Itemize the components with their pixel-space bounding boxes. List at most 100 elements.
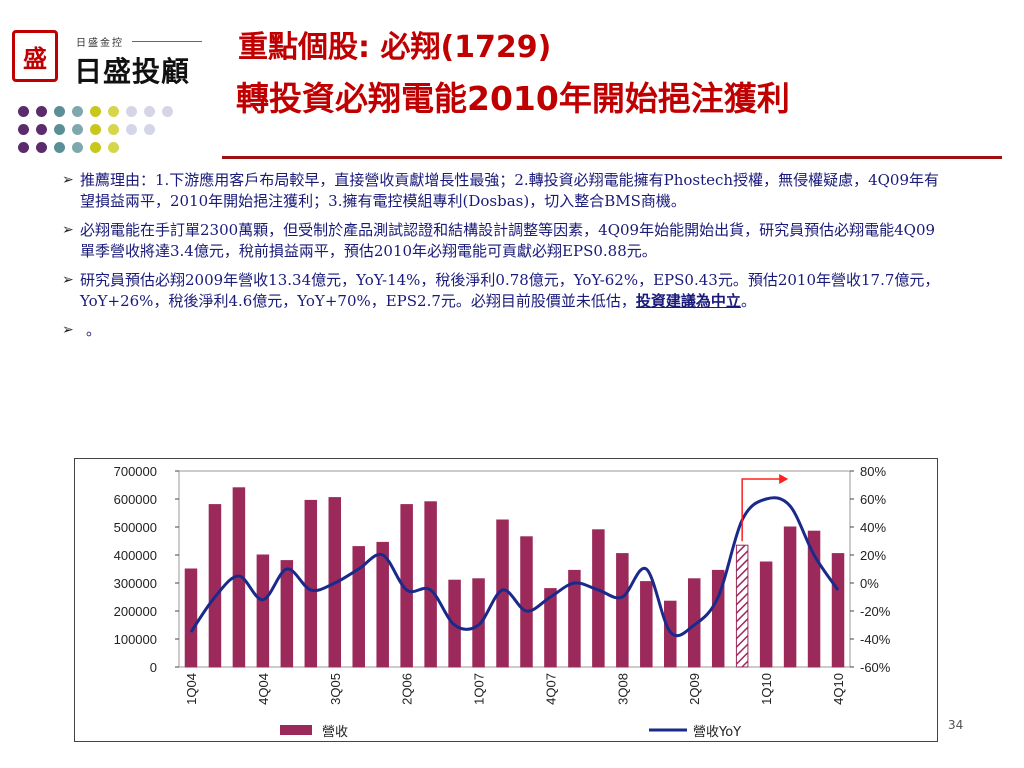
decor-dot [36, 106, 47, 117]
right-axis-tick-label: 60% [860, 492, 886, 507]
decor-dot [90, 106, 101, 117]
decor-dot [18, 142, 29, 153]
investment-rating: 投資建議為中立 [635, 292, 741, 310]
x-axis-tick-label: 1Q10 [759, 673, 774, 705]
revenue-bar [472, 578, 485, 668]
title-divider [222, 156, 1002, 159]
revenue-bar [783, 526, 797, 668]
bullet-item: ➢ 必翔電能在手訂單2300萬顆，但受制於產品測試認證和結構設計調整等因素，4Q… [62, 220, 946, 262]
revenue-bar [424, 501, 437, 668]
bullet-text: 研究員預估必翔2009年營收13.34億元，YoY-14%，稅後淨利0.78億元… [80, 271, 940, 310]
bullet-arrow-icon: ➢ [62, 172, 74, 188]
right-axis-tick-label: 80% [860, 464, 886, 479]
decor-dot [72, 142, 83, 153]
x-axis-tick-label: 1Q04 [184, 673, 199, 705]
bullet-list: ➢ 推薦理由：1.下游應用客戶布局較早，直接營收貢獻增長性最強；2.轉投資必翔電… [62, 170, 946, 349]
decor-dot [108, 124, 119, 135]
logo-mark: 盛 [12, 30, 58, 82]
decor-dot [72, 124, 83, 135]
page-title: 重點個股: 必翔(1729) [238, 30, 552, 65]
bullet-text-end: 。 [740, 292, 756, 310]
logo-mark-char: 盛 [23, 44, 47, 73]
decor-dot [108, 142, 119, 153]
logo-big-text: 日盛投顧 [74, 55, 191, 88]
revenue-bar [208, 504, 222, 668]
right-axis-tick-label: -60% [860, 660, 891, 675]
decor-dot [108, 106, 119, 117]
yoy-line [189, 496, 840, 638]
x-axis-tick-label: 3Q05 [328, 673, 343, 705]
decor-dot [18, 124, 29, 135]
decor-dot [18, 106, 29, 117]
x-axis-tick-label: 1Q07 [472, 673, 487, 705]
revenue-bar [592, 529, 605, 668]
revenue-bar [544, 588, 557, 668]
decor-dot [90, 142, 101, 153]
x-axis-tick-label: 2Q09 [687, 673, 702, 705]
x-axis-tick-label: 4Q07 [543, 673, 558, 705]
bullet-text: 推薦理由：1.下游應用客戶布局較早，直接營收貢獻增長性最強；2.轉投資必翔電能擁… [80, 171, 940, 210]
revenue-bar [711, 569, 725, 668]
revenue-bar [568, 569, 581, 668]
bullet-text: 必翔電能在手訂單2300萬顆，但受制於產品測試認證和結構設計調整等因素，4Q09… [80, 221, 936, 260]
left-axis-tick-label: 600000 [114, 492, 157, 507]
decor-dot [36, 124, 47, 135]
revenue-bar [687, 578, 701, 668]
bullet-item: ➢ 研究員預估必翔2009年營收13.34億元，YoY-14%，稅後淨利0.78… [62, 270, 946, 312]
left-axis-tick-label: 300000 [114, 576, 157, 591]
decor-dot [162, 106, 173, 117]
revenue-bar [280, 560, 294, 668]
revenue-bar [376, 541, 389, 668]
left-axis-tick-label: 400000 [114, 548, 157, 563]
logo-divider [132, 41, 202, 42]
decor-dot [126, 106, 137, 117]
left-axis-tick-label: 0 [150, 660, 157, 675]
page-number: 34 [948, 718, 964, 732]
decor-dot [90, 124, 101, 135]
plot-area [178, 470, 851, 668]
logo-small-text: 日盛金控 [76, 38, 124, 49]
revenue-bar [256, 554, 270, 668]
decor-dot [36, 142, 47, 153]
revenue-bar [304, 499, 318, 668]
decor-dot [54, 124, 65, 135]
bullet-item: ➢ 推薦理由：1.下游應用客戶布局較早，直接營收貢獻增長性最強；2.轉投資必翔電… [62, 170, 946, 212]
right-axis-tick-label: 20% [860, 548, 886, 563]
decor-dot [54, 106, 65, 117]
left-axis-tick-label: 200000 [114, 604, 157, 619]
page-subtitle: 轉投資必翔電能2010年開始挹注獲利 [236, 79, 790, 118]
revenue-bar [520, 536, 533, 668]
right-axis-tick-label: 40% [860, 520, 886, 535]
legend-line-label: 營收YoY [693, 725, 741, 740]
decor-dot [144, 124, 155, 135]
bullet-arrow-icon: ➢ [62, 222, 74, 238]
decor-dot [72, 106, 83, 117]
highlight-arrow-line [741, 478, 781, 542]
revenue-bar [616, 553, 629, 668]
x-axis-tick-label: 3Q08 [615, 673, 630, 705]
highlight-arrow-head [779, 474, 789, 484]
revenue-bar [400, 504, 413, 668]
revenue-bar [807, 530, 821, 668]
right-axis-tick-label: -40% [860, 632, 891, 647]
decor-dot [126, 124, 137, 135]
x-axis-tick-label: 2Q06 [400, 673, 415, 705]
revenue-bar-forecast [735, 544, 749, 668]
revenue-bar [759, 561, 773, 668]
bullet-arrow-icon: ➢ [62, 272, 74, 288]
decor-dot [144, 106, 155, 117]
bullet-arrow-icon: ➢ [62, 322, 74, 338]
right-axis-tick-label: -20% [860, 604, 891, 619]
x-axis-tick-label: 4Q10 [831, 673, 846, 705]
legend-bar-swatch [280, 725, 312, 735]
left-axis-tick-label: 100000 [114, 632, 157, 647]
bullet-item: ➢ 。 [62, 320, 946, 341]
revenue-bar [831, 553, 845, 668]
revenue-chart-svg: 700000 600000 500000 400000 300000 200000 1000… [114, 464, 891, 740]
bullet-text: 。 [86, 321, 102, 339]
left-axis-tick-label: 500000 [114, 520, 157, 535]
right-axis-tick-label: 0% [860, 576, 879, 591]
revenue-bar [352, 546, 365, 668]
revenue-bar [184, 568, 198, 668]
x-axis-tick-label: 4Q04 [256, 673, 271, 705]
